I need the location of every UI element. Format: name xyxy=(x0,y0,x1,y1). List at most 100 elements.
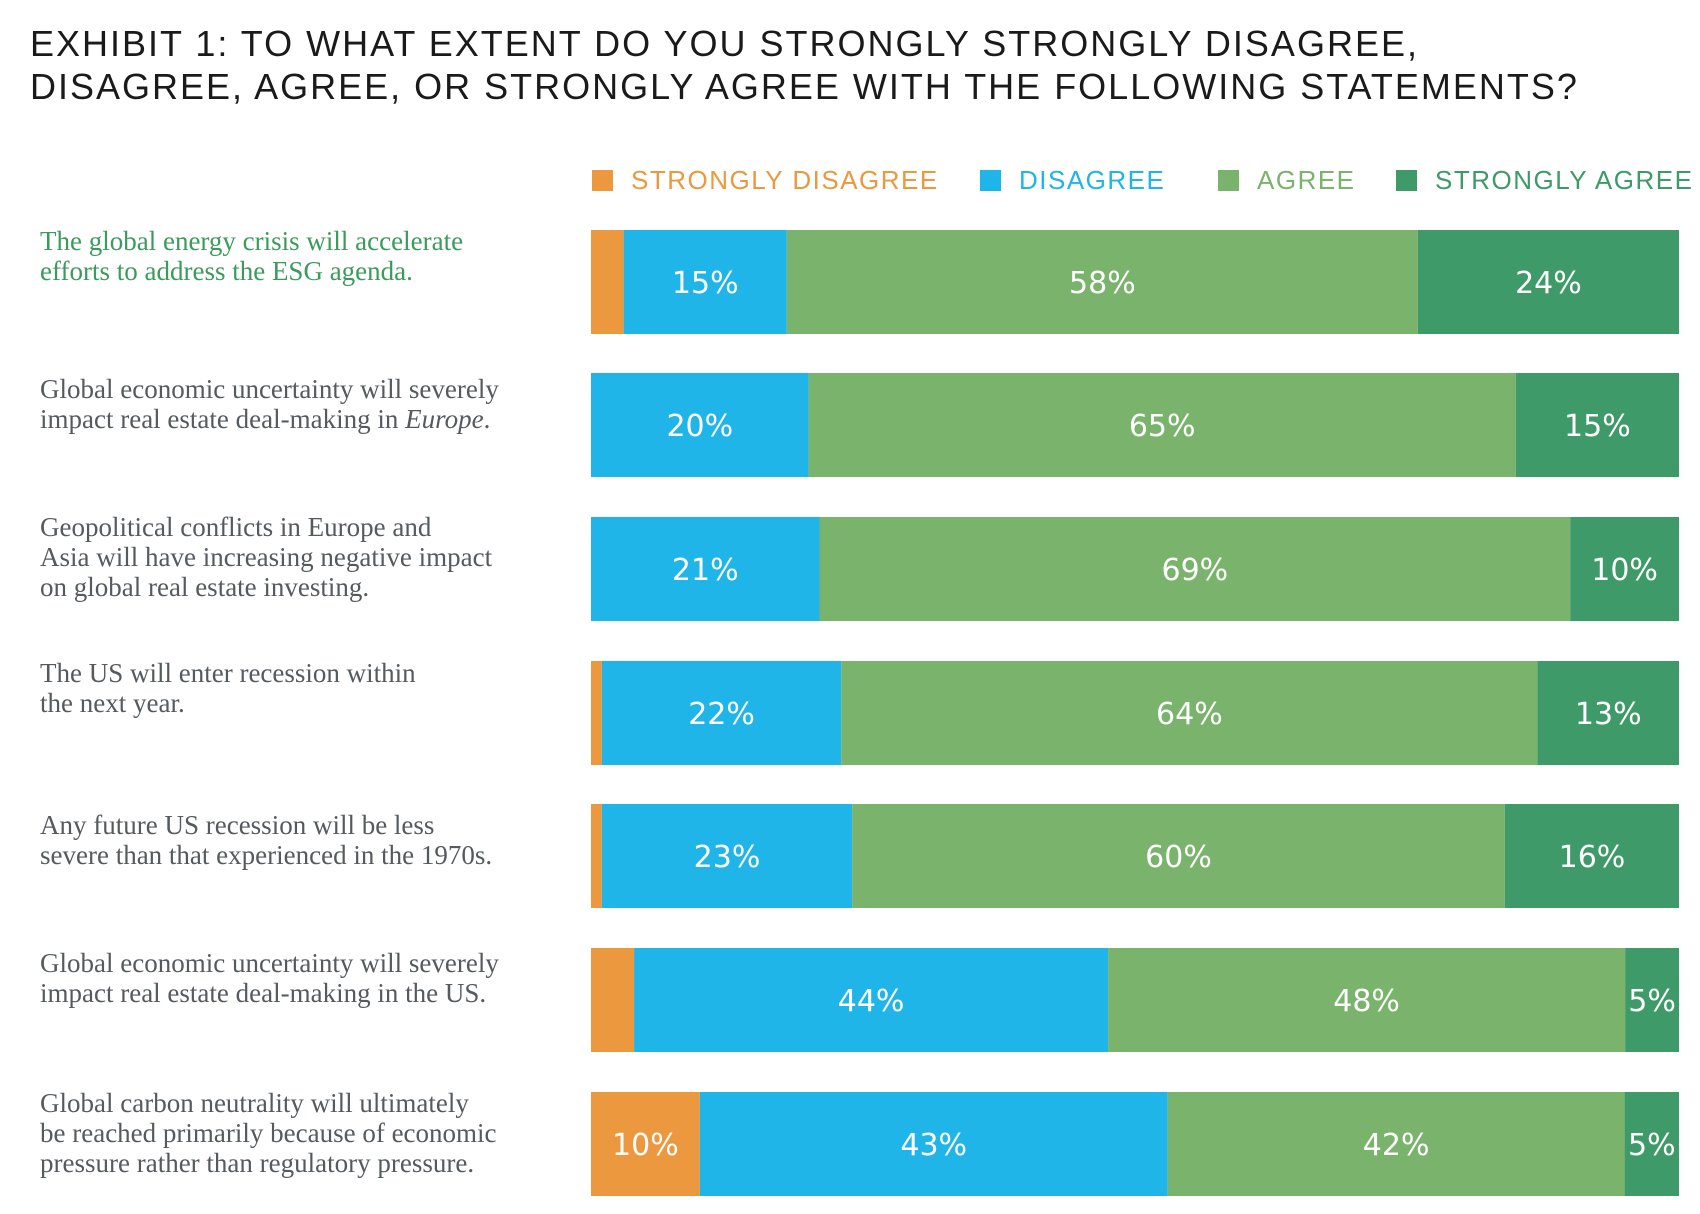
bar-segment-agree xyxy=(852,804,1505,908)
statement-label-7: Global carbon neutrality will ultimately… xyxy=(40,1088,570,1178)
legend-item-disagree: DISAGREE xyxy=(980,164,1165,196)
bar-segment-strongly-agree xyxy=(1537,661,1679,765)
chart-title-line-2: DISAGREE, AGREE, OR STRONGLY AGREE WITH … xyxy=(30,66,1579,107)
bar-segment-strongly-disagree xyxy=(591,948,635,1052)
bar-segment-disagree xyxy=(623,230,787,334)
bar-segment-strongly-agree xyxy=(1625,948,1679,1052)
statement-label-5: Any future US recession will be less seve… xyxy=(40,810,570,870)
statement-label-line: The global energy crisis will accelerate xyxy=(40,226,570,256)
bar-value-label: 10% xyxy=(1591,553,1658,588)
bar-segment-strongly-agree xyxy=(1570,517,1679,621)
bar-value-label: 15% xyxy=(672,266,739,301)
bar-segment-agree xyxy=(808,373,1516,477)
statement-label-text: Asia will have increasing negative impac… xyxy=(40,542,493,572)
legend-item-agree: AGREE xyxy=(1218,164,1356,196)
bar-value-label: 69% xyxy=(1161,553,1228,588)
legend-label-strongly-agree: STRONGLY AGREE xyxy=(1435,164,1694,195)
bar-segment-disagree xyxy=(601,804,853,908)
bar-row-4: 22% 64% 13% xyxy=(591,661,1679,765)
statement-label-line: on global real estate investing. xyxy=(40,572,570,602)
statement-label-text: Global economic uncertainty will severel… xyxy=(40,374,499,404)
statement-label-line: Asia will have increasing negative impac… xyxy=(40,542,570,572)
statement-label-line: pressure rather than regulatory pressure… xyxy=(40,1148,570,1178)
legend-label-disagree: DISAGREE xyxy=(1019,164,1166,195)
statement-label-4: The US will enter recession within the ne… xyxy=(40,658,570,718)
statement-label-line: Global carbon neutrality will ultimately xyxy=(40,1088,570,1118)
bar-segment-disagree xyxy=(591,517,820,621)
statement-label-text: efforts to address the ESG agenda. xyxy=(40,256,413,286)
bar-value-label: 16% xyxy=(1559,840,1626,875)
bar-segment-disagree xyxy=(699,1092,1168,1196)
statement-label-text: impact real estate deal-making in xyxy=(40,404,406,434)
bar-value-label: 60% xyxy=(1145,840,1212,875)
chart-title-line-1: EXHIBIT 1: TO WHAT EXTENT DO YOU STRONGL… xyxy=(30,23,1419,64)
bar-row-1: 15% 58% 24% xyxy=(591,230,1679,334)
legend-item-strongly-disagree: STRONGLY DISAGREE xyxy=(592,164,939,196)
statement-label-text: on global real estate investing. xyxy=(40,572,370,602)
bar-value-label: 5% xyxy=(1628,1128,1676,1163)
statement-label-line: Any future US recession will be less xyxy=(40,810,570,840)
bar-value-label: 64% xyxy=(1156,697,1223,732)
bar-row-2: 20% 65% 15% xyxy=(591,373,1679,477)
statement-label-line: be reached primarily because of economic xyxy=(40,1118,570,1148)
bar-segment-disagree xyxy=(634,948,1109,1052)
legend-swatch-agree xyxy=(1218,169,1239,191)
statement-label-2: Global economic uncertainty will severel… xyxy=(40,374,570,434)
statement-label-line: severe than that experienced in the 1970… xyxy=(40,840,570,870)
legend-swatch-disagree xyxy=(980,169,1001,191)
bar-segment-agree xyxy=(841,661,1538,765)
bar-row-6: 44% 48% 5% xyxy=(591,948,1679,1052)
legend-swatch-strongly-disagree xyxy=(592,169,613,191)
bar-value-label: 5% xyxy=(1628,984,1676,1019)
legend-swatch-strongly-agree xyxy=(1396,169,1417,191)
legend-item-strongly-agree: STRONGLY AGREE xyxy=(1396,164,1693,196)
bar-value-label: 20% xyxy=(666,409,733,444)
statement-label-text: Geopolitical conflicts in Europe and xyxy=(40,512,432,542)
statement-label-text: Any future US recession will be less xyxy=(40,810,435,840)
statement-label-text: impact real estate deal-making in the US… xyxy=(40,978,487,1008)
statement-label-line: efforts to address the ESG agenda. xyxy=(40,256,570,286)
bar-value-label: 58% xyxy=(1069,266,1136,301)
bar-segment-agree xyxy=(1108,948,1626,1052)
bar-value-label: 21% xyxy=(672,553,739,588)
bar-value-label: 48% xyxy=(1333,984,1400,1019)
bar-value-label: 15% xyxy=(1564,409,1631,444)
bar-segment-strongly-disagree xyxy=(591,804,602,908)
bar-segment-agree xyxy=(786,230,1418,334)
bar-segment-strongly-agree xyxy=(1624,1092,1679,1196)
statement-label-text: The US will enter recession within xyxy=(40,658,416,688)
bar-value-label: 43% xyxy=(900,1128,967,1163)
bar-row-5: 23% 60% 16% xyxy=(591,804,1679,908)
bar-value-label: 13% xyxy=(1575,697,1642,732)
bar-segment-disagree xyxy=(601,661,842,765)
statement-label-text: The global energy crisis will accelerate xyxy=(40,226,464,256)
bar-segment-strongly-agree xyxy=(1515,373,1679,477)
statement-label-italic: Europe xyxy=(405,404,484,434)
bar-segment-strongly-disagree xyxy=(591,661,602,765)
bar-value-label: 42% xyxy=(1363,1128,1430,1163)
statement-label-line: Global economic uncertainty will severel… xyxy=(40,374,570,404)
statement-label-line: impact real estate deal-making in Europe… xyxy=(40,404,570,434)
bar-segment-strongly-agree xyxy=(1417,230,1679,334)
bar-value-label: 65% xyxy=(1129,409,1196,444)
statement-label-text: Global economic uncertainty will severel… xyxy=(40,948,499,978)
statement-label-suffix: . xyxy=(483,404,491,434)
statement-label-3: Geopolitical conflicts in Europe and Asia… xyxy=(40,512,570,602)
bar-segment-strongly-disagree xyxy=(591,230,624,334)
statement-label-text: pressure rather than regulatory pressure… xyxy=(40,1148,475,1178)
bar-value-label: 24% xyxy=(1515,266,1582,301)
statement-label-line: the next year. xyxy=(40,688,570,718)
statement-label-line: The US will enter recession within xyxy=(40,658,570,688)
legend-label-strongly-disagree: STRONGLY DISAGREE xyxy=(631,164,939,195)
statement-label-text: severe than that experienced in the 1970… xyxy=(40,840,493,870)
bar-segment-strongly-agree xyxy=(1504,804,1679,908)
bar-value-label: 44% xyxy=(838,984,905,1019)
statement-label-text: Global carbon neutrality will ultimately xyxy=(40,1088,469,1118)
bar-row-7: 10% 43% 42% 5% xyxy=(591,1092,1679,1196)
bar-value-label: 10% xyxy=(612,1128,679,1163)
statement-label-text: be reached primarily because of economic xyxy=(40,1118,497,1148)
statement-label-line: Geopolitical conflicts in Europe and xyxy=(40,512,570,542)
bar-value-label: 22% xyxy=(688,697,755,732)
statement-label-line: impact real estate deal-making in the US… xyxy=(40,978,570,1008)
